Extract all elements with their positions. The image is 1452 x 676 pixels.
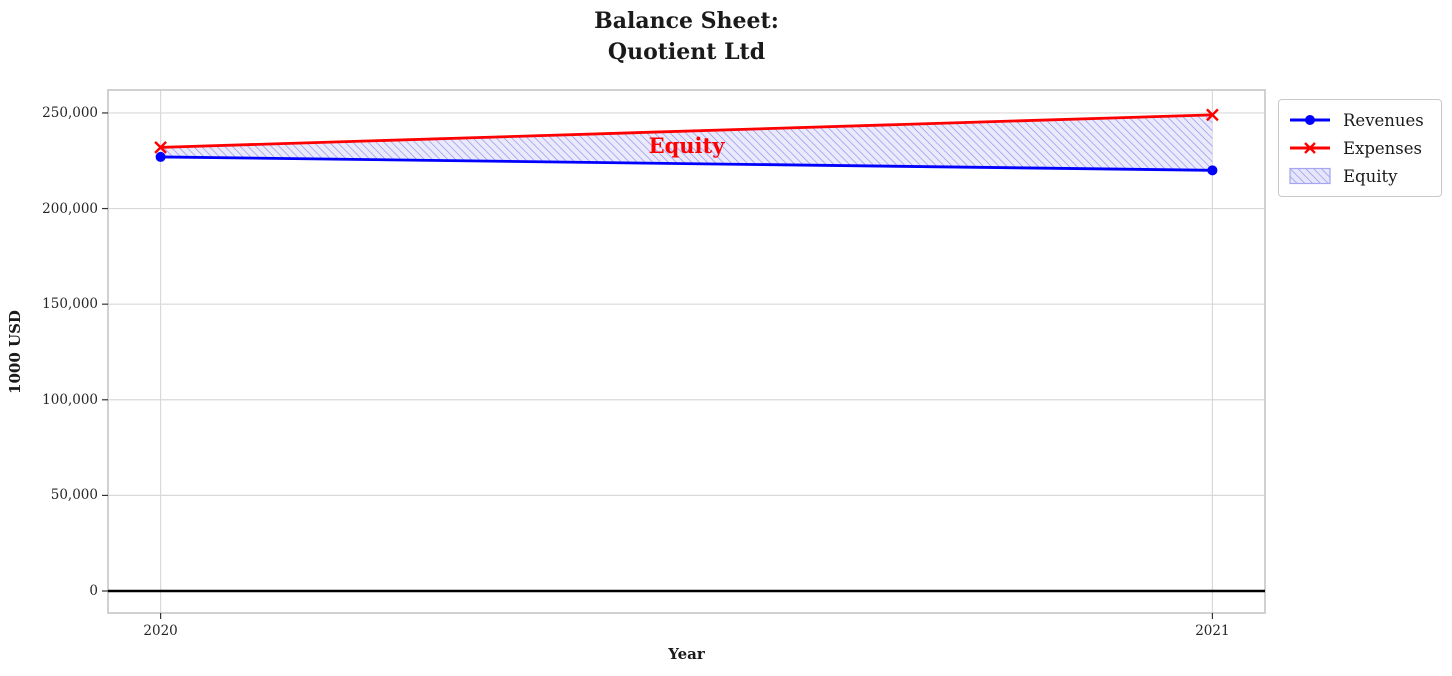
revenues-sample-marker	[1305, 115, 1315, 125]
expenses-line	[160, 113, 1213, 149]
equity-annotation: Equity	[648, 133, 725, 159]
x-tick-label: 2020	[143, 623, 178, 639]
equity-area-hatch	[160, 114, 1213, 171]
expenses-sample-marker	[1304, 142, 1316, 154]
legend-item-revenues: Revenues	[1287, 107, 1432, 133]
revenues-marker	[1207, 165, 1218, 176]
expenses-marker	[1206, 108, 1219, 122]
equity-patch-sample-icon	[1289, 167, 1331, 185]
equity-sample-hatch	[1290, 168, 1330, 184]
revenues-line	[160, 155, 1213, 172]
expenses-marker	[154, 141, 167, 154]
chart-title-line2: Quotient Ltd	[607, 39, 766, 65]
revenues-line-sample-icon	[1290, 115, 1330, 125]
revenues-marker	[155, 151, 166, 162]
expenses-line-sample-icon	[1290, 142, 1330, 154]
equity-sample-border	[1289, 167, 1331, 185]
chart-title-line1: Balance Sheet:	[594, 8, 779, 34]
y-tick-label: 100,000	[42, 391, 98, 408]
y-tick-label: 200,000	[42, 200, 98, 217]
legend-label-expenses: Expenses	[1343, 138, 1423, 158]
x-tick-label: 2021	[1195, 623, 1230, 639]
y-tick-label: 250,000	[42, 104, 98, 121]
x-axis-label: Year	[668, 645, 705, 663]
axes-border	[107, 89, 1266, 614]
legend-item-equity: Equity	[1287, 163, 1432, 189]
legend-item-expenses: Expenses	[1287, 135, 1432, 161]
legend: Revenues Expenses Equity	[1278, 99, 1442, 197]
legend-label-equity: Equity	[1343, 166, 1398, 186]
y-tick-label: 150,000	[42, 296, 98, 313]
chart-title: Balance Sheet: Quotient Ltd	[108, 6, 1265, 68]
y-tick-label: 50,000	[50, 487, 98, 504]
y-tick-label: 0	[89, 583, 98, 599]
legend-label-revenues: Revenues	[1343, 110, 1424, 130]
